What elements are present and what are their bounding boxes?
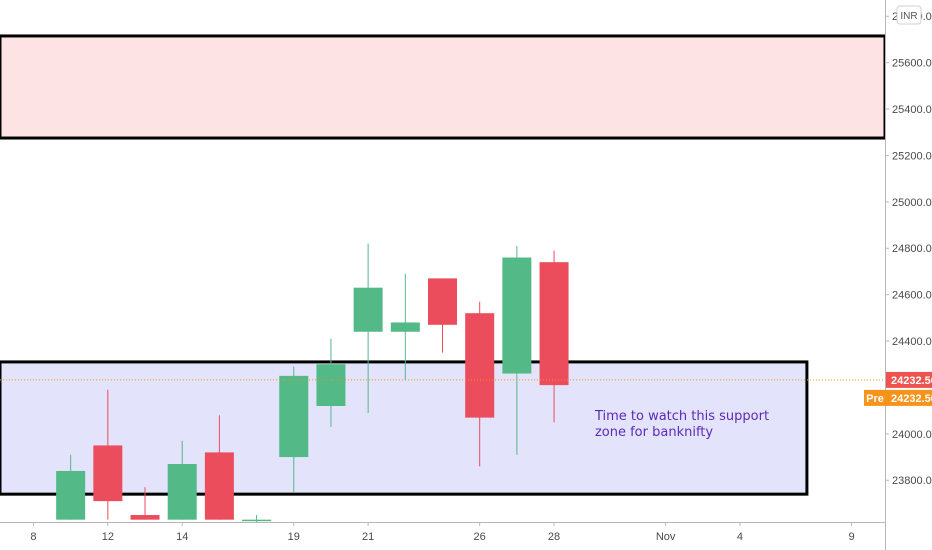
annotation: Time to watch this support zone for bank…	[594, 409, 769, 440]
candle-body-4	[204, 452, 234, 520]
currency-label: INR	[900, 11, 917, 22]
price-axis-bg	[885, 0, 932, 550]
price-tick-label: 25200.00	[892, 150, 932, 162]
price-tick-label: 24800.00	[892, 243, 932, 255]
candle-body-5	[242, 519, 272, 522]
currency-badge-box	[896, 5, 922, 25]
price-tick-label: 24600.00	[892, 290, 932, 302]
price-tick-label: 25600.00	[892, 58, 932, 70]
time-axis-bg	[0, 522, 885, 550]
price-tick-label: 23800.00	[892, 475, 932, 487]
price-tick-label: 24000.00	[892, 429, 932, 441]
candle-body-12	[502, 257, 532, 374]
price-tag-label-box	[864, 389, 886, 406]
time-tick-label: 21	[362, 531, 374, 543]
price-tags: 24232.50 Pre 24232.50	[864, 371, 932, 406]
price-tick-label: 25000.00	[892, 197, 932, 209]
candle-body-13	[539, 262, 569, 386]
time-tick-label: 4	[737, 531, 743, 543]
annotation-line-2: zone for banknifty	[595, 425, 713, 440]
time-tick-label: Nov	[656, 531, 676, 543]
candle-body-3	[167, 464, 197, 520]
price-axis[interactable]: 23800.00 24000.00 24400.00 24600.00 24800.00…	[885, 0, 932, 550]
price-tag-label: Pre	[866, 393, 884, 405]
time-tick-label: 28	[548, 531, 560, 543]
price-tag-value: 24232.50	[891, 375, 932, 387]
price-tag-value: 24232.50	[891, 393, 932, 405]
resistance-zone	[0, 34, 887, 140]
candle-body-6	[279, 375, 309, 458]
support-zone	[0, 360, 809, 496]
candle-body-7	[316, 364, 346, 406]
price-tick-label: 25400.00	[892, 104, 932, 116]
zones-layer	[0, 34, 887, 496]
candles-layer	[56, 243, 569, 522]
candle-body-11	[465, 313, 495, 418]
candle-body-0	[56, 470, 86, 520]
price-tag-box	[886, 389, 932, 406]
time-tick-label: 8	[30, 531, 36, 543]
time-tick-label: 19	[288, 531, 300, 543]
price-tag-box	[886, 371, 932, 388]
candle-body-10	[427, 278, 458, 325]
time-tick-label: 9	[848, 531, 854, 543]
time-tick-label: 14	[176, 531, 188, 543]
currency-badge[interactable]: INR	[896, 5, 922, 25]
time-tick-label: 12	[102, 531, 114, 543]
time-tick-label: 26	[474, 531, 486, 543]
time-axis[interactable]: 8 12 14 19 21 26 28 Nov 4 9	[0, 522, 885, 550]
candle-body-9	[390, 322, 420, 332]
price-tick-label: 24400.00	[892, 336, 932, 348]
candle-body-1	[93, 445, 123, 502]
candle-body-2	[130, 515, 160, 520]
candle-body-8	[353, 287, 383, 332]
annotation-line-1: Time to watch this support	[594, 409, 769, 424]
